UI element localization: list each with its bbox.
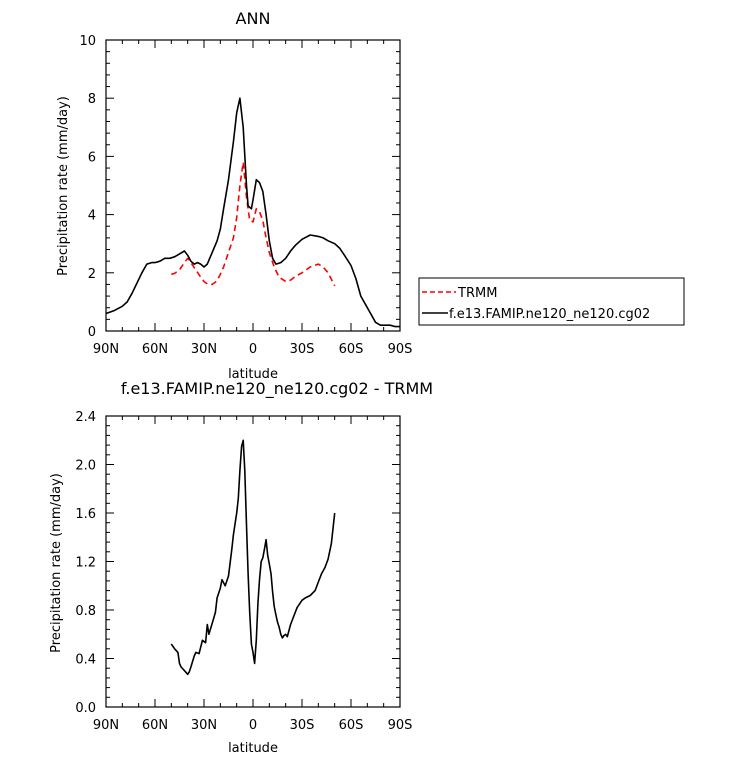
x-tick-label: 0 <box>249 342 257 357</box>
series-line-f-e13-famip-ne120-ne120-cg02 <box>105 97 400 328</box>
plot-frame <box>105 39 401 332</box>
x-tick-label: 30S <box>290 718 315 733</box>
x-tick-label: 90N <box>93 718 119 733</box>
x-tick-label: 90S <box>388 718 413 733</box>
y-tick-label: 4 <box>88 209 96 224</box>
legend: TRMM f.e13.FAMIP.ne120_ne120.cg02 <box>418 277 685 326</box>
y-tick-label: 10 <box>79 34 96 49</box>
legend-box <box>418 277 685 326</box>
y-tick-label: 1.6 <box>75 507 96 522</box>
x-tick-label: 90N <box>93 342 119 357</box>
y-tick-label: 0 <box>88 325 96 340</box>
x-tick-label: 30N <box>191 718 217 733</box>
y-tick-label: 8 <box>88 92 96 107</box>
y-tick-label: 2.4 <box>75 410 96 425</box>
x-tick-label: 30S <box>290 342 315 357</box>
chart-title: ANN <box>236 9 271 28</box>
difference-line <box>170 439 336 676</box>
chart-title: f.e13.FAMIP.ne120_ne120.cg02 - TRMM <box>121 379 433 399</box>
legend-label-model: f.e13.FAMIP.ne120_ne120.cg02 <box>449 307 650 322</box>
x-tick-label: 60S <box>339 718 364 733</box>
y-tick-label: 1.2 <box>75 556 96 571</box>
x-tick-label: 30N <box>191 342 217 357</box>
y-tick-label: 6 <box>88 150 96 165</box>
y-tick-label: 0.8 <box>75 604 96 619</box>
series-line-trmm <box>171 161 336 287</box>
y-tick-label: 2 <box>88 267 96 282</box>
plot-frame <box>105 415 401 708</box>
x-tick-label: 90S <box>388 342 413 357</box>
x-tick-label: 60S <box>339 342 364 357</box>
y-tick-label: 0.0 <box>75 701 96 716</box>
y-tick-label: 2.0 <box>75 459 96 474</box>
y-axis-label: Precipitation rate (mm/day) <box>56 96 71 276</box>
difference-panel: f.e13.FAMIP.ne120_ne120.cg02 - TRMM Prec… <box>49 379 433 756</box>
y-tick-label: 0.4 <box>75 653 96 668</box>
x-tick-label: 60N <box>142 718 168 733</box>
x-tick-label: 0 <box>249 718 257 733</box>
precip-panel: ANN Precipitation rate (mm/day) latitude… <box>56 9 685 382</box>
x-axis-label: latitude <box>228 367 278 382</box>
x-tick-label: 60N <box>142 342 168 357</box>
legend-label-trmm: TRMM <box>457 286 497 301</box>
y-axis-label: Precipitation rate (mm/day) <box>49 473 64 653</box>
x-axis-label: latitude <box>228 741 278 756</box>
